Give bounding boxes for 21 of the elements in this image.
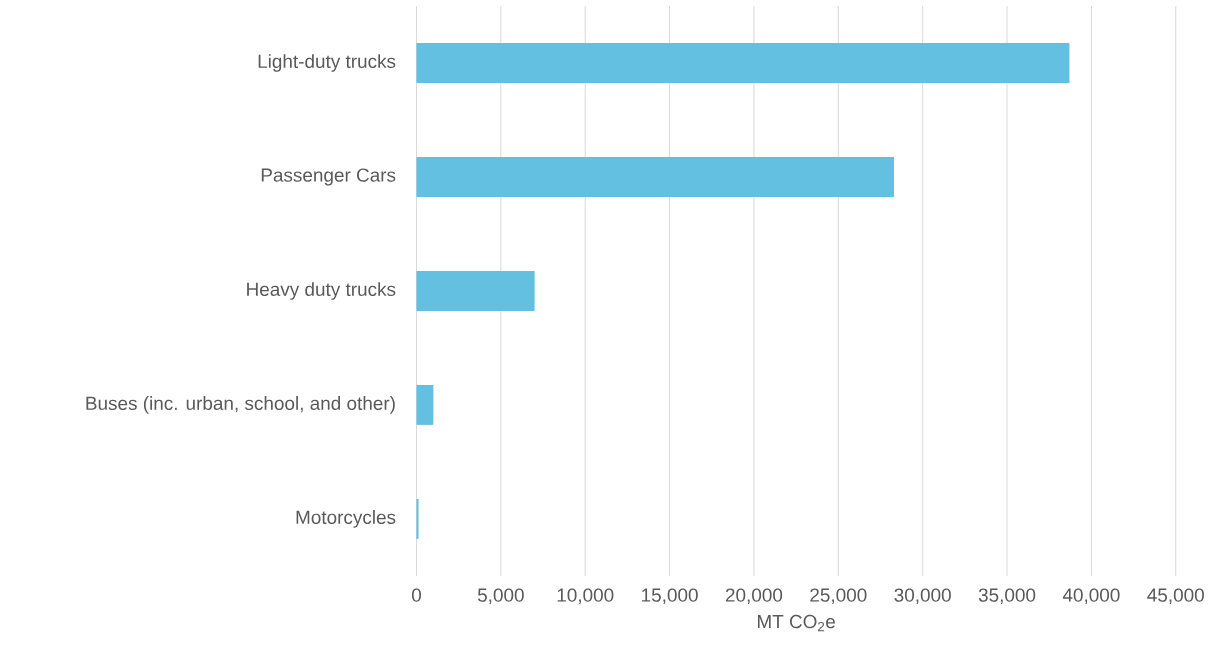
x-tick-label: 0 [411, 588, 422, 602]
x-tick-label: 20,000 [725, 588, 783, 605]
x-tick-label: 5,000 [477, 588, 524, 605]
bar [416, 499, 419, 540]
y-tick-label: Buses (inc. urban, school, and other) [86, 396, 395, 414]
x-axis-title: MT CO$_{2}$e [757, 615, 835, 632]
bar [416, 385, 434, 426]
y-tick-label: Light-duty trucks [258, 54, 396, 72]
bar [416, 271, 535, 312]
x-tick-label: 10,000 [557, 588, 614, 605]
bar [416, 43, 1070, 84]
x-tick-label: 25,000 [810, 588, 867, 605]
x-tick-label: 35,000 [978, 588, 1036, 605]
x-tick-label: 40,000 [1062, 588, 1120, 605]
y-tick-label: Heavy duty trucks [247, 282, 396, 300]
x-tick-label: 30,000 [894, 588, 951, 605]
bar [416, 157, 894, 198]
x-tick-label: 15,000 [642, 588, 698, 605]
y-tick-label: Motorcycles [296, 510, 396, 528]
x-tick-label: 45,000 [1147, 588, 1204, 605]
y-tick-label: Passenger Cars [261, 168, 396, 186]
